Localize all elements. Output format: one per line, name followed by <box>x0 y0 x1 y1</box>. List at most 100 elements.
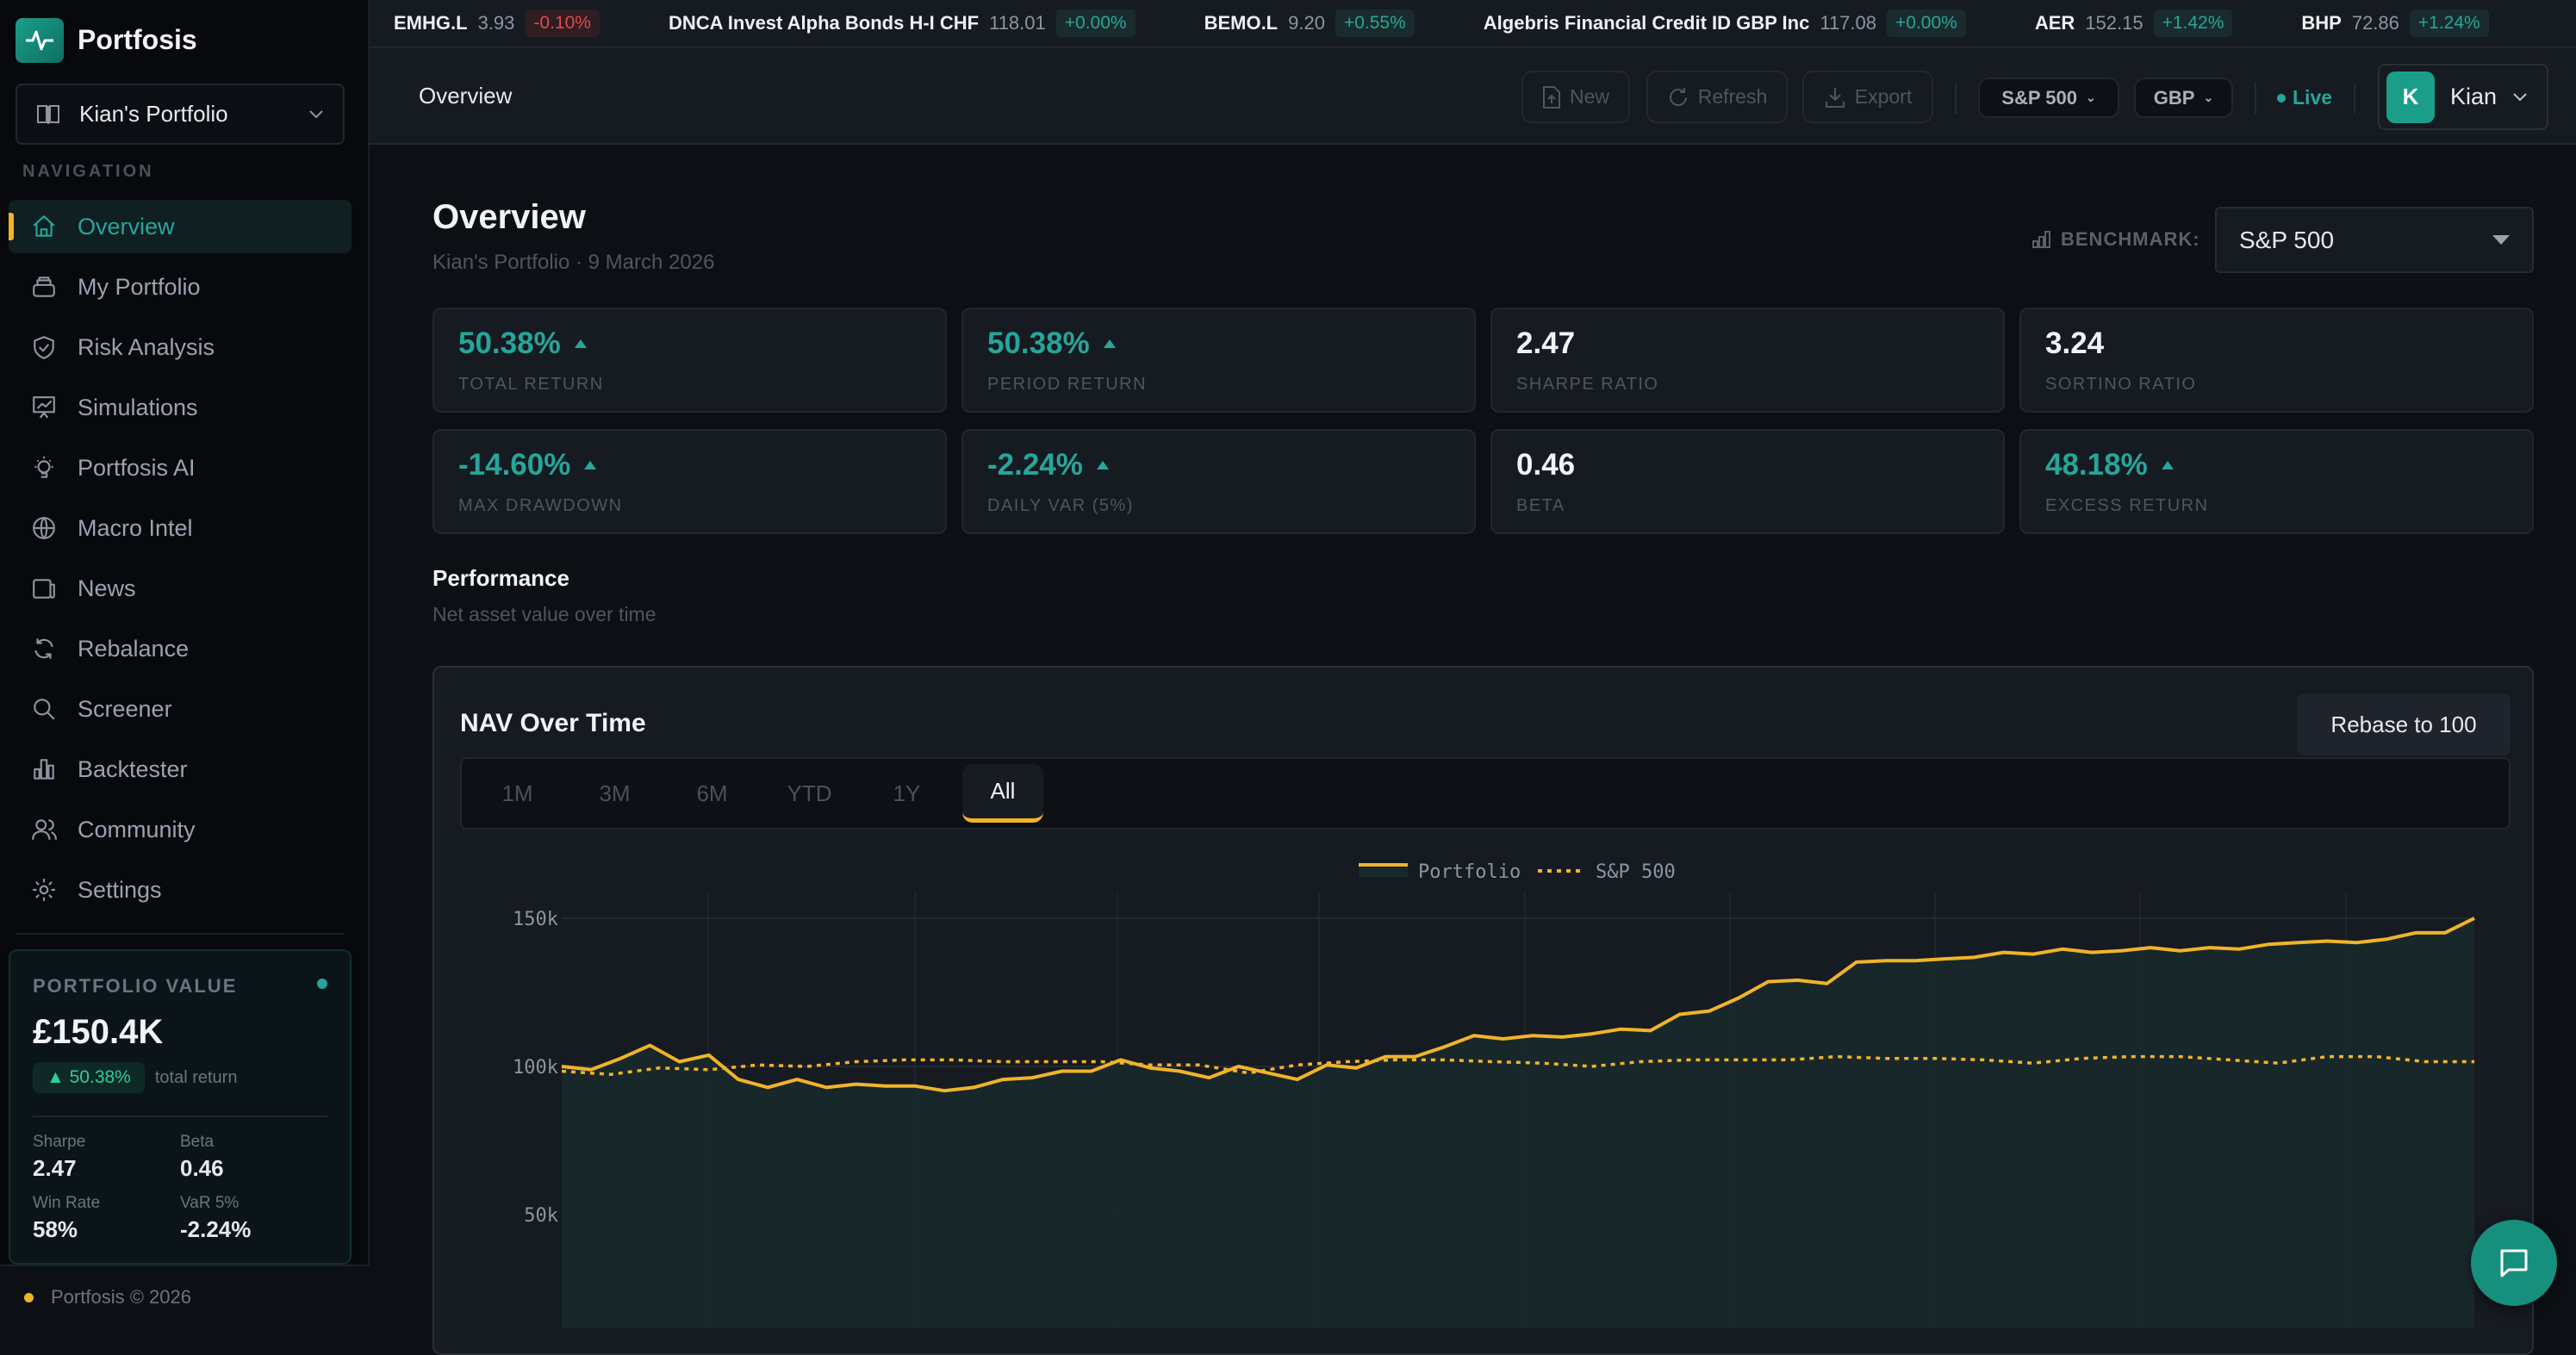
arrow-up-icon <box>2161 461 2174 469</box>
rebase-button[interactable]: Rebase to 100 <box>2297 693 2511 755</box>
total-return-label: total return <box>154 1067 238 1087</box>
stat-value: 0.46 <box>180 1155 224 1181</box>
nav-chart-card: NAV Over Time Rebase to 100 1M 3M 6M YTD 1Y A… <box>432 666 2534 1355</box>
ticker-change: +0.00% <box>1055 9 1136 37</box>
new-button[interactable]: New <box>1521 71 1630 123</box>
stat-label: VaR 5% <box>180 1194 240 1212</box>
tab-range-all[interactable]: All <box>962 764 1043 823</box>
tab-range-1y[interactable]: 1Y <box>893 780 921 806</box>
export-button-label: Export <box>1854 85 1913 108</box>
refresh-button[interactable]: Refresh <box>1646 71 1788 123</box>
ticker-item[interactable]: EMHG.L 3.93 -0.10% <box>394 9 600 37</box>
export-button[interactable]: Export <box>1802 71 1933 123</box>
portfolio-value-card: PORTFOLIO VALUE £150.4K ▲ 50.38% total r… <box>9 949 352 1265</box>
home-icon <box>33 215 55 237</box>
sidebar-footer: Portfosis © 2026 <box>0 1265 370 1328</box>
ticker-price: 117.08 <box>1820 12 1876 34</box>
metric-card-beta: 0.46 BETA <box>1490 429 2005 534</box>
benchmark-select-value: S&P 500 <box>2239 226 2335 253</box>
sidebar-item-label: Settings <box>78 876 162 903</box>
currency-dropdown[interactable]: GBP ⌄ <box>2134 78 2233 118</box>
avatar: K <box>2386 71 2435 123</box>
sidebar-item-risk-analysis[interactable]: Risk Analysis <box>9 320 352 374</box>
header-title: Overview <box>419 83 513 109</box>
metric-value: 0.46 <box>1516 448 1576 482</box>
ticker-price: 3.93 <box>477 12 515 34</box>
brand-name: Portfosis <box>78 24 197 55</box>
stat-value: -2.24% <box>180 1216 252 1242</box>
ticker-item[interactable]: BHP 72.86 +1.24% <box>2301 9 2489 37</box>
portfolio-selector-label: Kian's Portfolio <box>79 101 228 127</box>
ticker-item[interactable]: Algebris Financial Credit ID GBP Inc 117.… <box>1484 9 1966 37</box>
total-return-value: 50.38% <box>69 1067 131 1087</box>
metric-card-excess-return: 48.18% EXCESS RETURN <box>2019 429 2534 534</box>
chevron-down-icon: ⌄ <box>2085 90 2096 104</box>
header-divider <box>1955 83 1957 114</box>
arrow-up-icon <box>584 461 597 469</box>
ticker-change: +0.00% <box>1887 9 1966 37</box>
status-dot <box>24 1292 34 1302</box>
tab-range-1m[interactable]: 1M <box>501 780 533 806</box>
user-menu[interactable]: K Kian <box>2378 64 2548 130</box>
tab-range-6m[interactable]: 6M <box>696 780 728 806</box>
portfolio-stat: VaR 5% -2.24% <box>180 1194 327 1243</box>
ticker-symbol: BHP <box>2301 12 2342 34</box>
sidebar-item-settings[interactable]: Settings <box>9 863 352 917</box>
layers-icon <box>33 277 55 297</box>
users-icon <box>32 819 57 840</box>
live-status-dot <box>317 979 327 989</box>
live-indicator: Live <box>2277 86 2332 109</box>
refresh-icon <box>34 638 53 659</box>
arrow-up-icon <box>574 339 587 348</box>
sidebar-nav: Overview My Portfolio Risk Analysis Simulat… <box>9 200 352 923</box>
portfolio-selector[interactable]: Kian's Portfolio <box>16 84 345 145</box>
tab-range-3m[interactable]: 3M <box>599 780 631 806</box>
sidebar-item-screener[interactable]: Screener <box>9 682 352 736</box>
sidebar-item-portfosis-ai[interactable]: Portfosis AI <box>9 441 352 494</box>
sidebar-item-my-portfolio[interactable]: My Portfolio <box>9 260 352 314</box>
metric-card-daily-var-5: -2.24% DAILY VAR (5%) <box>961 429 1476 534</box>
ticker-change: +1.42% <box>2153 9 2233 37</box>
portfolio-stat: Sharpe 2.47 <box>33 1133 180 1182</box>
sidebar-item-news[interactable]: News <box>9 562 352 615</box>
ticker-change: +1.24% <box>2409 9 2489 37</box>
metric-value: 2.47 <box>1516 326 1576 360</box>
sidebar-item-backtester[interactable]: Backtester <box>9 743 352 796</box>
chat-button[interactable] <box>2471 1220 2557 1306</box>
sidebar-item-overview[interactable]: Overview <box>9 200 352 253</box>
ticker-price: 9.20 <box>1288 12 1325 34</box>
portfolio-value: £150.4K <box>33 1013 164 1051</box>
benchmark-dropdown[interactable]: S&P 500 ⌄ <box>1978 78 2119 118</box>
ticker-item[interactable]: BEMO.L 9.20 +0.55% <box>1204 9 1415 37</box>
sidebar-item-rebalance[interactable]: Rebalance <box>9 622 352 675</box>
benchmark-label: BENCHMARK: <box>2032 228 2200 251</box>
ticker-item[interactable]: AER 152.15 +1.42% <box>2035 9 2233 37</box>
range-tabs: 1M 3M 6M YTD 1Y All <box>460 757 2511 830</box>
stat-label: Sharpe <box>33 1133 86 1151</box>
globe-icon <box>33 517 55 539</box>
ticker-item[interactable]: DNCA Invest Alpha Bonds H-I CHF 118.01 +0.… <box>669 9 1136 37</box>
metric-label: SORTINO RATIO <box>2045 375 2197 394</box>
stat-label: Win Rate <box>33 1194 101 1212</box>
portfolio-value-title: PORTFOLIO VALUE <box>33 975 238 997</box>
portfolio-stat: Win Rate 58% <box>33 1194 180 1243</box>
ticker-bar: EMHG.L 3.93 -0.10% DNCA Invest Alpha Bonds … <box>370 0 2576 48</box>
metric-value: 48.18% <box>2045 448 2148 482</box>
sidebar-item-community[interactable]: Community <box>9 803 352 856</box>
metric-value: -14.60% <box>458 448 571 482</box>
file-plus-icon <box>1542 85 1560 109</box>
benchmark-select[interactable]: S&P 500 <box>2215 207 2534 273</box>
metric-card-sharpe-ratio: 2.47 SHARPE RATIO <box>1490 308 2005 413</box>
chevron-down-icon: ⌄ <box>2203 90 2214 104</box>
metric-label: TOTAL RETURN <box>458 375 604 394</box>
presentation-chart-icon <box>33 396 55 419</box>
refresh-button-label: Refresh <box>1697 85 1768 108</box>
sidebar-item-macro-intel[interactable]: Macro Intel <box>9 501 352 555</box>
sidebar-divider <box>16 933 345 935</box>
tab-range-ytd[interactable]: YTD <box>787 780 832 806</box>
sidebar-item-label: Simulations <box>78 394 198 420</box>
page-subtitle: Kian's Portfolio · 9 March 2026 <box>432 251 715 274</box>
sidebar-item-simulations[interactable]: Simulations <box>9 381 352 434</box>
metric-label: MAX DRAWDOWN <box>458 496 623 515</box>
sidebar-item-label: Rebalance <box>78 635 190 662</box>
